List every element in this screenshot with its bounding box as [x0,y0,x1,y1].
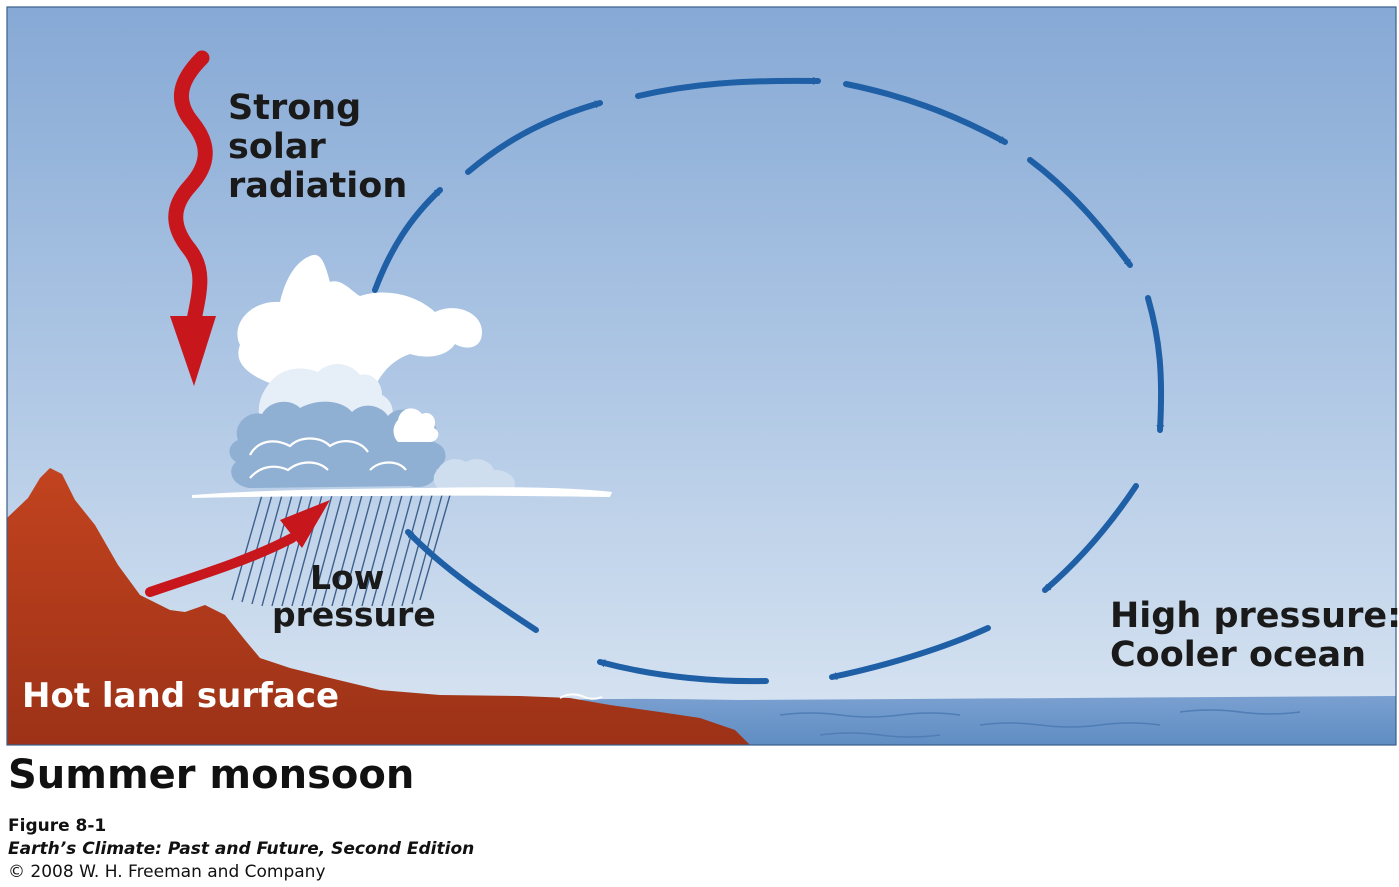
solar-radiation-arrow-icon [168,50,216,386]
low-label-line: Low [310,558,385,597]
ocean [560,696,1396,745]
figure-title: Summer monsoon [8,752,415,798]
figure-number: Figure 8-1 [8,816,107,836]
cumulonimbus-cloud-icon [192,254,612,498]
solar-radiation-label: Strong solar radiation [228,88,408,207]
high-pressure-label: High pressure: Cooler ocean [1110,596,1399,676]
diagram-frame [6,6,1397,746]
circulation-loop-icon [372,76,1165,685]
low-pressure-label: Low pressure [272,558,436,634]
land-inflow-arrow-icon [145,500,330,597]
land-mountain-icon [7,468,750,745]
low-label-line: pressure [272,594,436,634]
hot-land-label: Hot land surface [22,676,340,716]
solar-label-line: Strong [228,88,362,128]
copyright-notice: © 2008 W. H. Freeman and Company [8,862,326,882]
solar-label-line: solar [228,127,326,168]
high-label-line: Cooler ocean [1110,635,1367,676]
solar-label-line: radiation [228,166,408,207]
high-label-line: High pressure: [1110,596,1399,636]
sky-background [7,7,1396,745]
ocean-waves [779,709,1301,738]
surf-foam [559,693,603,700]
book-title: Earth’s Climate: Past and Future, Second… [8,839,475,859]
